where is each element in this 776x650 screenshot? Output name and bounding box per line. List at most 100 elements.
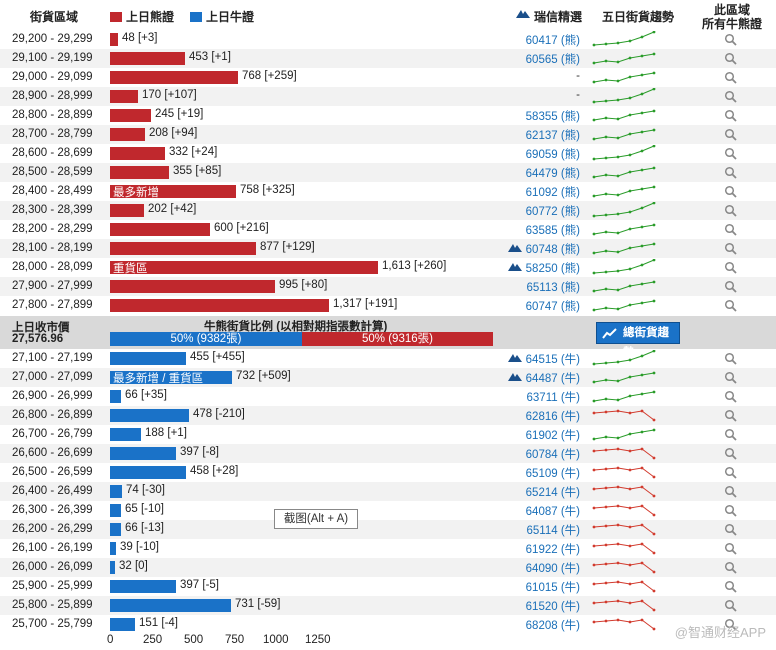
range-label: 26,900 - 26,999 [12, 390, 93, 402]
table-row: 28,000 - 28,099 重貨區 1,613 [+260] 58250 (熊) [0, 258, 776, 277]
bar-value-label: 478 [-210] [193, 408, 245, 420]
ubs-warrant-link[interactable]: 63585 (熊) [525, 225, 580, 237]
search-icon[interactable] [724, 147, 738, 161]
ubs-warrant-link[interactable]: 69059 (熊) [525, 149, 580, 161]
search-icon[interactable] [724, 561, 738, 575]
search-icon[interactable] [724, 52, 738, 66]
search-icon[interactable] [724, 90, 738, 104]
table-row: 28,300 - 28,399 202 [+42] 60772 (熊) [0, 201, 776, 220]
search-icon[interactable] [724, 580, 738, 594]
trend-sparkline [592, 485, 656, 498]
bar-value-label: 48 [+3] [122, 32, 158, 44]
ubs-warrant-link[interactable]: 58355 (熊) [525, 111, 580, 123]
ubs-warrant-link[interactable]: 60417 (熊) [525, 35, 580, 47]
ubs-warrant-link[interactable]: 64487 (牛) [525, 373, 580, 385]
bar-tag: 重貨區 [113, 263, 148, 275]
ubs-warrant-link[interactable]: 60565 (熊) [525, 54, 580, 66]
summary-band: 上日收市價 27,576.96 牛熊街貨比例 (以相對期指張數計算) 50% (… [0, 316, 776, 359]
range-label: 28,400 - 28,499 [12, 185, 93, 197]
bar-value-label: 995 [+80] [279, 279, 328, 291]
close-value: 27,576.96 [12, 333, 64, 345]
table-row: 26,200 - 26,299 66 [-13] 65114 (牛) [0, 520, 776, 539]
ubs-warrant-link[interactable]: 65114 (牛) [526, 525, 580, 537]
ubs-warrant-link[interactable]: 61520 (牛) [525, 601, 580, 613]
bar-value-label: 39 [-10] [120, 541, 159, 553]
search-icon[interactable] [724, 280, 738, 294]
trend-sparkline [592, 428, 656, 441]
table-row: 25,800 - 25,899 731 [-59] 61520 (牛) [0, 596, 776, 615]
table-row: 27,800 - 27,899 1,317 [+191] 60747 (熊) [0, 296, 776, 315]
table-row: 28,100 - 28,199 877 [+129] 60748 (熊) [0, 239, 776, 258]
search-icon[interactable] [724, 352, 738, 366]
search-icon[interactable] [724, 466, 738, 480]
close-label: 上日收市價 [12, 322, 70, 334]
search-icon[interactable] [724, 185, 738, 199]
ubs-warrant-link[interactable]: 60772 (熊) [525, 206, 580, 218]
search-icon[interactable] [724, 242, 738, 256]
search-icon[interactable] [724, 409, 738, 423]
search-icon[interactable] [724, 299, 738, 313]
search-icon[interactable] [724, 542, 738, 556]
ubs-warrant-link[interactable]: 64479 (熊) [525, 168, 580, 180]
ubs-warrant-link[interactable]: 63711 (牛) [526, 392, 580, 404]
ubs-warrant-link[interactable]: 64090 (牛) [525, 563, 580, 575]
search-icon[interactable] [724, 109, 738, 123]
ubs-warrant-link[interactable]: 64087 (牛) [525, 506, 580, 518]
ubs-warrant-link[interactable]: 60748 (熊) [525, 244, 580, 256]
search-icon[interactable] [724, 166, 738, 180]
search-icon[interactable] [724, 128, 738, 142]
trend-sparkline [592, 88, 656, 104]
search-icon[interactable] [724, 390, 738, 404]
ubs-warrant-link[interactable]: 62816 (牛) [525, 411, 580, 423]
ubs-warrant-link[interactable]: 64515 (牛) [525, 354, 580, 366]
search-icon[interactable] [724, 485, 738, 499]
bull-bar [110, 409, 189, 422]
search-icon[interactable] [724, 523, 738, 537]
ubs-warrant-link[interactable]: 62137 (熊) [525, 130, 580, 142]
bear-bar [110, 71, 238, 84]
trend-sparkline [592, 299, 656, 312]
table-row: 25,700 - 25,799 151 [-4] 68208 (牛) [0, 615, 776, 634]
search-icon[interactable] [724, 504, 738, 518]
ubs-warrant-link[interactable]: 65214 (牛) [525, 487, 580, 499]
ubs-warrant-link[interactable]: 60747 (熊) [525, 301, 580, 313]
trend-sparkline [592, 259, 656, 275]
ubs-warrant-link[interactable]: 65109 (牛) [525, 468, 580, 480]
search-icon[interactable] [724, 618, 738, 632]
range-label: 27,800 - 27,899 [12, 299, 93, 311]
trend-sparkline [592, 166, 656, 179]
search-icon[interactable] [724, 371, 738, 385]
ubs-warrant-link[interactable]: 60784 (牛) [525, 449, 580, 461]
search-icon[interactable] [724, 71, 738, 85]
table-row: 28,700 - 28,799 208 [+94] 62137 (熊) [0, 125, 776, 144]
bear-bar [110, 261, 378, 274]
search-icon[interactable] [724, 261, 738, 275]
trend-sparkline [592, 599, 656, 612]
ubs-warrant-link[interactable]: 61922 (牛) [525, 544, 580, 556]
total-trend-button[interactable]: 總街貨趨勢 [596, 322, 680, 359]
x-tick-label: 250 [143, 634, 163, 646]
ubs-warrant-link[interactable]: 61092 (熊) [525, 187, 580, 199]
bull-bar [110, 504, 121, 517]
ubs-warrant-link[interactable]: 58250 (熊) [525, 263, 580, 275]
range-label: 26,100 - 26,199 [12, 542, 93, 554]
search-icon[interactable] [724, 599, 738, 613]
ubs-warrant-link[interactable]: 68208 (牛) [525, 620, 580, 632]
ubs-warrant-link[interactable]: 65113 (熊) [526, 282, 580, 294]
search-icon[interactable] [724, 223, 738, 237]
search-icon[interactable] [724, 204, 738, 218]
table-row: 26,300 - 26,399 65 [-10] 64087 (牛) [0, 501, 776, 520]
ubs-logo-icon [508, 354, 522, 362]
table-row: 28,900 - 28,999 170 [+107] - [0, 87, 776, 106]
bar-value-label: 1,613 [+260] [382, 260, 447, 272]
search-icon[interactable] [724, 447, 738, 461]
trend-sparkline [592, 466, 656, 479]
ubs-warrant-link[interactable]: 61015 (牛) [525, 582, 580, 594]
ubs-warrant-link[interactable]: 61902 (牛) [525, 430, 580, 442]
bear-bar [110, 52, 185, 65]
trend-sparkline [592, 71, 656, 84]
table-row: 26,900 - 26,999 66 [+35] 63711 (牛) [0, 387, 776, 406]
x-tick-label: 0 [107, 634, 114, 646]
search-icon[interactable] [724, 33, 738, 47]
search-icon[interactable] [724, 428, 738, 442]
